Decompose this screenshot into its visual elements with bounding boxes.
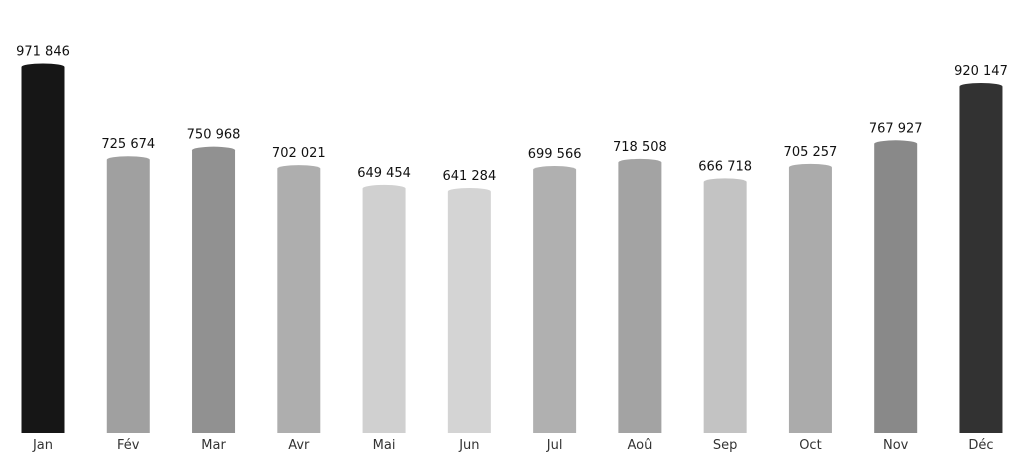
x-tick-Fév: Fév bbox=[117, 438, 140, 453]
data-label-Oct: 705 257 bbox=[784, 145, 838, 160]
bar-Sep bbox=[703, 178, 747, 433]
value-labels-group: 971 846 725 674 750 968 702 021 649 454 641 2… bbox=[16, 45, 1008, 184]
x-tick-Jan: Jan bbox=[32, 438, 53, 453]
x-tick-Jul: Jul bbox=[546, 438, 563, 453]
x-tick-Sep: Sep bbox=[713, 438, 738, 453]
bar-Avr bbox=[277, 165, 321, 433]
bar-Jun bbox=[447, 187, 491, 433]
bar-Oct bbox=[788, 163, 832, 433]
x-tick-Nov: Nov bbox=[883, 438, 909, 453]
data-label-Avr: 702 021 bbox=[272, 146, 326, 161]
bar-Mai bbox=[362, 184, 406, 433]
bar-Aoû bbox=[618, 158, 662, 433]
data-label-Nov: 767 927 bbox=[869, 121, 923, 136]
x-tick-Mai: Mai bbox=[373, 438, 396, 453]
bar-Jul bbox=[533, 166, 577, 433]
data-label-Jul: 699 566 bbox=[528, 147, 582, 162]
data-label-Mar: 750 968 bbox=[187, 128, 241, 143]
data-label-Déc: 920 147 bbox=[954, 64, 1008, 79]
data-label-Mai: 649 454 bbox=[357, 166, 411, 181]
data-label-Sep: 666 718 bbox=[698, 159, 752, 174]
bar-Jan bbox=[21, 63, 65, 434]
x-axis-ticks: Jan Fév Mar Avr Mai Jun Jul Aoû Sep Oct Nov Déc bbox=[32, 438, 994, 453]
bar-Déc bbox=[959, 82, 1003, 433]
x-tick-Aoû: Aoû bbox=[627, 438, 652, 453]
x-tick-Déc: Déc bbox=[968, 438, 993, 453]
bar-Nov bbox=[874, 140, 918, 433]
bar-Fév bbox=[106, 156, 150, 433]
x-tick-Avr: Avr bbox=[288, 438, 310, 453]
bar-Mar bbox=[192, 146, 236, 433]
data-label-Fév: 725 674 bbox=[101, 137, 155, 152]
data-label-Aoû: 718 508 bbox=[613, 140, 667, 155]
x-tick-Mar: Mar bbox=[201, 438, 226, 453]
data-label-Jun: 641 284 bbox=[442, 169, 496, 184]
x-tick-Jun: Jun bbox=[458, 438, 479, 453]
data-label-Jan: 971 846 bbox=[16, 45, 70, 60]
bars-group bbox=[21, 63, 1003, 434]
x-tick-Oct: Oct bbox=[799, 438, 821, 453]
